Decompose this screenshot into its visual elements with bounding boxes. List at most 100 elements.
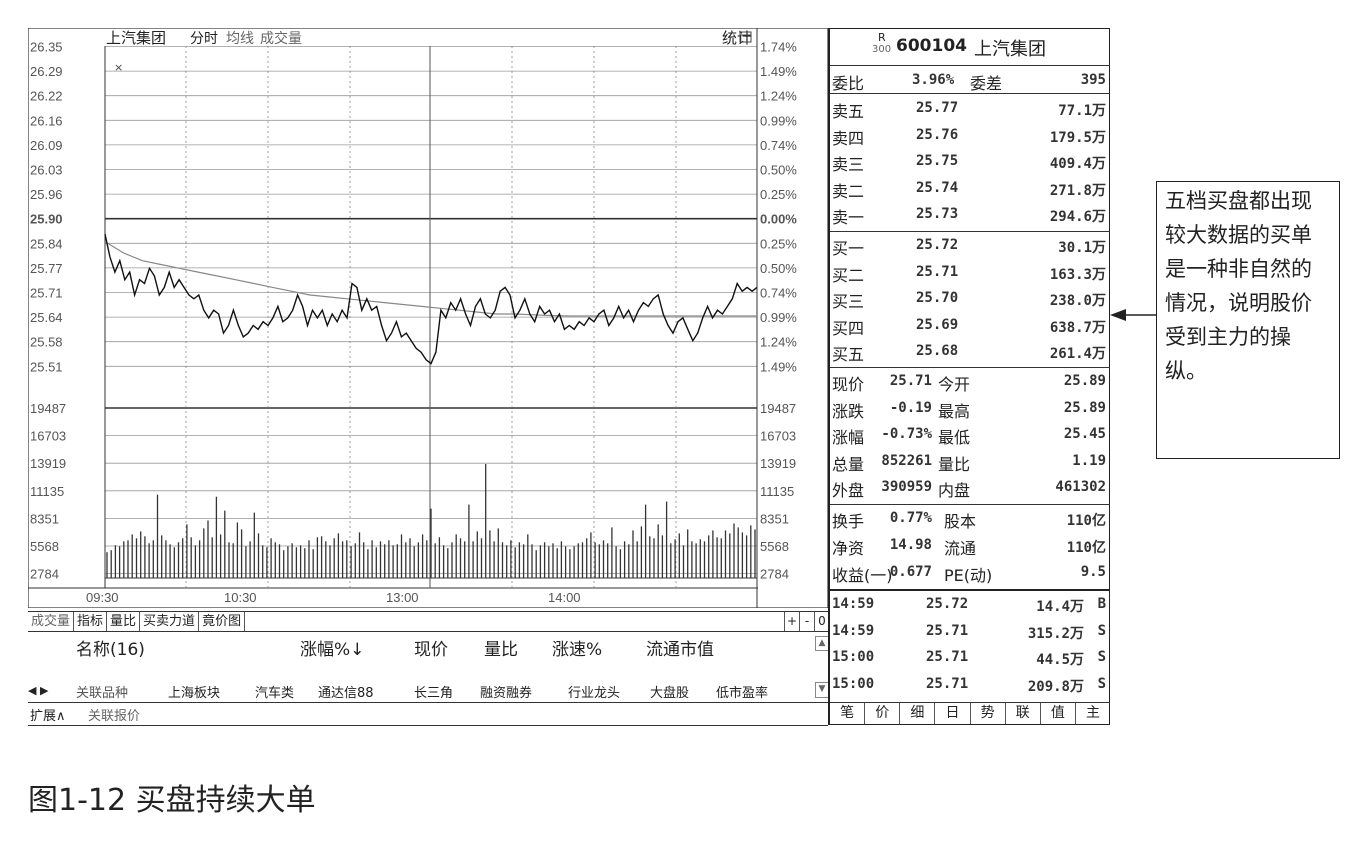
quote-tab[interactable]: 联 [1006, 703, 1041, 724]
level-label: 卖五 [832, 102, 865, 121]
quote-tab[interactable]: 势 [971, 703, 1006, 724]
buy-level-row: 买四 25.69 638.7万 [830, 314, 1110, 338]
stat-value: 110亿 [1066, 540, 1106, 556]
scroll-up-icon[interactable]: ▲ [815, 636, 829, 651]
stat-label: 换手 [832, 512, 865, 531]
indicator-toolbar: 成交量 指标 量比 买卖力道 竟价图 + - 0 [28, 611, 828, 632]
stats-row: 现价 25.71 今开 25.89 [830, 370, 1110, 394]
stat-value: 1.19 [1072, 452, 1106, 469]
toolbar-volume[interactable]: 成交量 [28, 612, 75, 631]
price-tick-label: 25.77 [30, 261, 63, 276]
level-label: 卖一 [832, 208, 865, 227]
related-quote-button[interactable]: 关联报价 [88, 709, 141, 724]
level-price: 25.68 [916, 343, 959, 359]
quote-tab[interactable]: 价 [865, 703, 901, 724]
tab-fenshi[interactable]: 分时 [190, 31, 218, 47]
tab-chengjiaoliang[interactable]: 成交量 [260, 30, 302, 47]
stats-row: 收益(一) 0.677 PE(动) 9.5 [830, 561, 1110, 585]
toolbar-buy-sell-force[interactable]: 买卖力道 [140, 612, 200, 631]
stat-value: 9.5 [1080, 564, 1106, 580]
stat-value: 25.45 [1063, 426, 1106, 442]
quote-header: R 300 600104 上汽集团 [830, 29, 1110, 66]
stat-label: 收益(一) [832, 566, 893, 585]
stat-label: 量比 [938, 454, 971, 474]
col-volume-ratio[interactable]: 量比 [484, 640, 518, 660]
volume-tick-label: 2784 [30, 567, 59, 582]
time-tick-label: 13:00 [386, 590, 419, 605]
intraday-chart[interactable]: 26.35 26.29 26.22 26.16 26.09 26.03 25.96 25.90… [28, 28, 828, 608]
volume-tick-label: 8351 [30, 511, 59, 526]
tab-junxian[interactable]: 均线 [226, 31, 254, 47]
quote-tab[interactable]: 笔 [830, 703, 866, 724]
tab-shanghai[interactable]: 上海板块 [168, 686, 221, 701]
col-name[interactable]: 名称(16) [76, 640, 145, 660]
level-price: 25.69 [916, 316, 959, 333]
col-speed[interactable]: 涨速% [552, 640, 603, 660]
volume-tick-label-right: 2784 [760, 567, 789, 582]
level-label: 买一 [832, 239, 865, 258]
tick-row: 15:00 25.71 209.8万 S [830, 673, 1110, 695]
tick-volume: 44.5万 [1036, 652, 1084, 668]
sell-level-row: 卖三 25.75 409.4万 [830, 150, 1110, 174]
tick-side: S [1097, 622, 1106, 639]
average-price-line [104, 241, 757, 317]
quote-tab[interactable]: 主 [1085, 705, 1100, 721]
quote-tab[interactable]: 细 [900, 703, 936, 724]
volume-bars [106, 464, 756, 578]
time-tick-label: 14:00 [548, 590, 581, 605]
tab-scroll-arrows[interactable]: ◀ ▶ [28, 684, 49, 697]
sell-level-row: 卖五 25.77 77.1万 [830, 97, 1110, 121]
stock-name: 上汽集团 [974, 39, 1046, 60]
stat-value: 110亿 [1066, 513, 1106, 529]
tick-time: 14:59 [832, 596, 875, 612]
percent-tick-label: 1.24% [760, 89, 797, 104]
level-label: 买五 [832, 345, 865, 364]
volume-tick-label-right: 13919 [760, 456, 796, 471]
percent-tick-label: 1.74% [760, 40, 797, 55]
quote-tab[interactable]: 值 [1041, 703, 1076, 724]
expand-button[interactable]: 扩展∧ [30, 709, 66, 724]
volume-tick-label: 5568 [30, 539, 59, 554]
stat-value: 0.77% [889, 510, 932, 526]
price-tick-label: 26.35 [30, 40, 63, 55]
tab-related[interactable]: 关联品种 [76, 686, 129, 701]
tab-leaders[interactable]: 行业龙头 [568, 686, 621, 701]
scroll-down-icon[interactable]: ▼ [815, 682, 829, 698]
related-table-header: 名称(16) 涨幅%↓ 现价 量比 涨速% 流通市值 ▲ [28, 631, 829, 660]
stat-label: 涨幅 [832, 428, 865, 447]
reset-button[interactable]: 0 [814, 612, 829, 631]
quote-tab[interactable]: 日 [935, 703, 971, 724]
toolbar-auction-chart[interactable]: 竟价图 [199, 612, 246, 631]
stats-row: 外盘 390959 内盘 461302 [830, 476, 1110, 500]
level-label: 卖四 [832, 128, 865, 148]
tab-tdx88[interactable]: 通达信88 [318, 686, 374, 701]
stat-value: -0.19 [889, 399, 932, 416]
tab-auto[interactable]: 汽车类 [255, 686, 295, 701]
toolbar-indicator[interactable]: 指标 [74, 612, 108, 631]
toolbar-volume-ratio[interactable]: 量比 [107, 612, 141, 631]
tick-side: S [1097, 649, 1106, 665]
col-change-pct[interactable]: 涨幅%↓ [300, 640, 365, 660]
level-price: 25.77 [916, 100, 959, 116]
percent-tick-label: 0.74% [760, 138, 797, 153]
tab-large-cap[interactable]: 大盘股 [650, 686, 690, 701]
sell-level-row: 卖二 25.74 271.8万 [830, 177, 1110, 201]
tick-time: 15:00 [832, 649, 875, 665]
tab-low-pe[interactable]: 低市盈率 [716, 686, 769, 701]
stock-code: 600104 [896, 36, 967, 56]
price-tick-label: 25.96 [30, 187, 63, 202]
tab-margin[interactable]: 融资融券 [480, 686, 533, 701]
stat-value: 461302 [1055, 479, 1106, 495]
weicha-value: 395 [1080, 72, 1106, 88]
col-price[interactable]: 现价 [414, 640, 448, 660]
zoom-in-button[interactable]: + [784, 612, 799, 631]
stats-row: 换手 0.77% 股本 110亿 [830, 507, 1110, 531]
level-price: 25.74 [916, 179, 959, 196]
level-label: 卖三 [832, 155, 865, 174]
stats-window-icon[interactable] [739, 31, 752, 43]
col-float-cap[interactable]: 流通市值 [646, 640, 714, 660]
divider [830, 231, 1110, 232]
tab-yangtze[interactable]: 长三角 [414, 686, 454, 701]
stats-row: 涨跌 -0.19 最高 25.89 [830, 397, 1110, 421]
zoom-out-button[interactable]: - [799, 612, 814, 631]
